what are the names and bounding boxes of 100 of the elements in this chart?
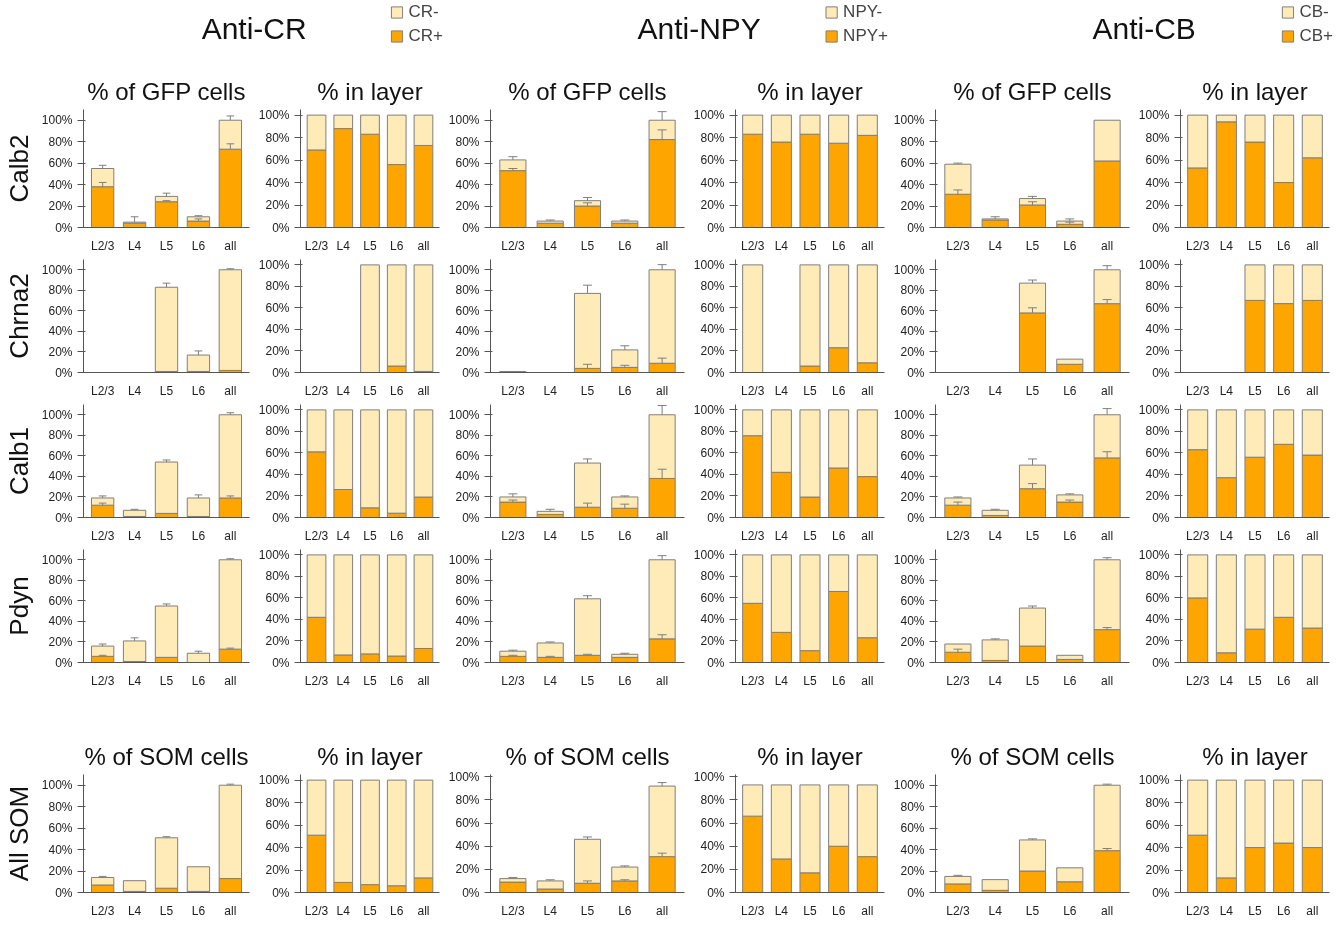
y-tick-label: 0% <box>1152 365 1170 380</box>
y-tick-label: 60% <box>455 156 480 171</box>
y-tick-label: 40% <box>265 612 290 627</box>
chart-subtitle: % of GFP cells <box>87 77 246 105</box>
x-tick-label: L4 <box>336 673 351 688</box>
y-tick-label: 0% <box>55 220 73 235</box>
x-tick-label: L4 <box>543 238 558 253</box>
y-tick-label: 60% <box>265 300 290 315</box>
legend-label: CR- <box>408 2 439 22</box>
x-tick-label: all <box>1306 673 1319 688</box>
x-tick-label: L6 <box>191 383 206 398</box>
y-tick-label: 40% <box>1145 322 1170 337</box>
y-tick-label: 60% <box>48 821 73 836</box>
x-tick-label: L2/3 <box>90 903 115 918</box>
x-tick-label: all <box>861 903 874 918</box>
x-tick-label: L4 <box>774 673 789 688</box>
y-tick-label: 80% <box>700 569 725 584</box>
chart-subtitle: % of SOM cells <box>84 742 249 770</box>
x-tick-label: L4 <box>336 528 351 543</box>
y-tick-label: 60% <box>900 156 925 171</box>
y-tick-label: 0% <box>55 365 73 380</box>
x-tick-label: L5 <box>580 673 595 688</box>
y-tick-label: 0% <box>907 510 925 525</box>
y-tick-label: 0% <box>1152 885 1170 900</box>
x-tick-label: L5 <box>159 528 174 543</box>
y-tick-label: 40% <box>265 467 290 482</box>
y-tick-label: 80% <box>1145 795 1170 810</box>
x-tick-label: L6 <box>618 528 632 543</box>
y-tick-label: 80% <box>700 424 725 439</box>
x-tick-label: L6 <box>618 903 632 918</box>
y-tick-label: 100% <box>41 262 73 277</box>
x-tick-label: L6 <box>1063 528 1077 543</box>
x-tick-label: L2/3 <box>1186 528 1210 543</box>
y-tick-label: 60% <box>700 590 725 605</box>
x-tick-label: L2/3 <box>501 903 525 918</box>
y-tick-label: 80% <box>455 792 480 807</box>
y-tick-label: 100% <box>893 113 925 128</box>
y-tick-label: 100% <box>693 108 725 123</box>
x-tick-label: L2/3 <box>946 238 970 253</box>
y-tick-label: 40% <box>265 322 290 337</box>
y-tick-label: 20% <box>48 344 73 359</box>
x-tick-label: L5 <box>803 383 817 398</box>
x-tick-label: L2/3 <box>1186 383 1210 398</box>
x-tick-label: L5 <box>159 238 174 253</box>
x-tick-label: L2/3 <box>501 238 525 253</box>
y-tick-label: 80% <box>1145 424 1170 439</box>
x-tick-label: L5 <box>1025 383 1040 398</box>
x-tick-label: all <box>656 673 669 688</box>
x-tick-label: L5 <box>580 238 595 253</box>
y-tick-label: 20% <box>1145 633 1170 648</box>
y-tick-label: 100% <box>1138 402 1170 417</box>
x-tick-label: L4 <box>127 903 142 918</box>
y-tick-label: 60% <box>455 303 480 318</box>
y-tick-label: 0% <box>462 885 480 900</box>
y-tick-label: 80% <box>700 792 725 807</box>
y-tick-label: 40% <box>700 467 725 482</box>
x-tick-label: L2/3 <box>501 673 525 688</box>
y-tick-label: 80% <box>900 799 925 814</box>
y-tick-label: 40% <box>1145 612 1170 627</box>
y-axis-title: Pdyn <box>3 576 34 636</box>
x-tick-label: L6 <box>1276 903 1291 918</box>
x-tick-label: all <box>224 383 237 398</box>
x-tick-label: all <box>1101 673 1114 688</box>
y-tick-label: 20% <box>1145 863 1170 878</box>
y-tick-label: 0% <box>707 885 725 900</box>
y-tick-label: 80% <box>900 573 925 588</box>
y-tick-label: 0% <box>1152 220 1170 235</box>
y-tick-label: 60% <box>48 156 73 171</box>
y-tick-label: 80% <box>700 279 725 294</box>
x-tick-label: all <box>417 383 430 398</box>
y-tick-label: 40% <box>455 614 480 629</box>
x-tick-label: L5 <box>159 903 174 918</box>
y-tick-label: 20% <box>455 344 480 359</box>
y-tick-label: 100% <box>448 552 480 567</box>
y-tick-label: 20% <box>900 199 925 214</box>
x-tick-label: L4 <box>988 383 1003 398</box>
chart-subtitle: % in layer <box>317 742 423 770</box>
y-tick-label: 0% <box>272 365 290 380</box>
chart-title: Anti-CB <box>1092 12 1196 45</box>
x-tick-label: L2/3 <box>304 238 329 253</box>
x-tick-label: L6 <box>1276 238 1291 253</box>
x-tick-label: L4 <box>543 383 558 398</box>
x-tick-label: L5 <box>1248 903 1262 918</box>
x-tick-label: L6 <box>831 383 846 398</box>
x-tick-label: all <box>1101 903 1114 918</box>
x-tick-label: L6 <box>390 528 404 543</box>
x-tick-label: L4 <box>1219 238 1234 253</box>
x-tick-label: L5 <box>363 238 377 253</box>
y-tick-label: 0% <box>272 220 290 235</box>
y-tick-label: 20% <box>455 634 480 649</box>
x-tick-label: L4 <box>774 903 789 918</box>
x-tick-label: L2/3 <box>946 903 970 918</box>
x-tick-label: all <box>224 528 237 543</box>
x-tick-label: L5 <box>1025 673 1040 688</box>
y-tick-label: 20% <box>1145 343 1170 358</box>
y-tick-label: 20% <box>900 634 925 649</box>
y-tick-label: 0% <box>907 220 925 235</box>
y-tick-label: 100% <box>41 407 73 422</box>
y-tick-label: 40% <box>48 614 73 629</box>
x-tick-label: L2/3 <box>90 238 115 253</box>
